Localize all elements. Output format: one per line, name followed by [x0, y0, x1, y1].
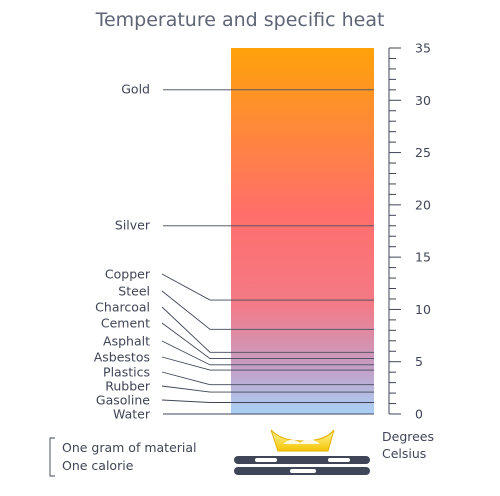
leader-line-charcoal [161, 306, 374, 353]
scale-ticks [389, 47, 401, 415]
unit-label-celsius: Celsius [382, 446, 426, 461]
steam-icon [283, 439, 320, 444]
scale-tick-labels: 0 5 10 15 20 25 30 35 [415, 41, 431, 422]
material-label-steel: Steel [118, 284, 150, 299]
temperature-bar [231, 48, 374, 414]
material-label-asbestos: Asbestos [94, 350, 150, 365]
tick-label: 20 [415, 197, 431, 212]
material-label-asphalt: Asphalt [103, 334, 150, 349]
unit-label-degrees: Degrees [382, 429, 434, 444]
tick-label: 15 [415, 250, 431, 265]
leader-line-plastics [161, 371, 374, 386]
leader-line-steel [161, 290, 374, 330]
tick-label: 35 [415, 41, 431, 56]
leader-line-rubber [161, 385, 374, 393]
page-title: Temperature and specific heat [95, 9, 385, 31]
material-label-cement: Cement [101, 316, 150, 331]
tick-label: 5 [415, 354, 423, 369]
material-label-water: Water [113, 407, 151, 422]
tick-label: 25 [415, 145, 431, 160]
material-label-gasoline: Gasoline [96, 393, 150, 408]
tick-label: 10 [415, 302, 431, 317]
leader-line-gasoline [161, 399, 374, 403]
leader-line-copper [161, 273, 374, 301]
tick-label: 0 [415, 407, 423, 422]
legend-calorie-label: One calorie [62, 458, 134, 473]
material-label-silver: Silver [115, 218, 151, 233]
legend-bracket [49, 437, 55, 477]
leader-line-asbestos [161, 356, 374, 371]
leader-line-cement [161, 322, 374, 360]
legend: One gram of material One calorie [49, 437, 197, 477]
material-label-rubber: Rubber [105, 379, 151, 394]
material-label-plastics: Plastics [103, 365, 150, 380]
legend-gram-label: One gram of material [62, 440, 197, 455]
material-label-copper: Copper [105, 267, 151, 282]
material-label-charcoal: Charcoal [95, 300, 150, 315]
burner-icon [234, 429, 370, 475]
leader-line-asphalt [161, 340, 374, 366]
tick-label: 30 [415, 93, 431, 108]
material-label-gold: Gold [121, 82, 150, 97]
crucible-icon [270, 429, 335, 452]
